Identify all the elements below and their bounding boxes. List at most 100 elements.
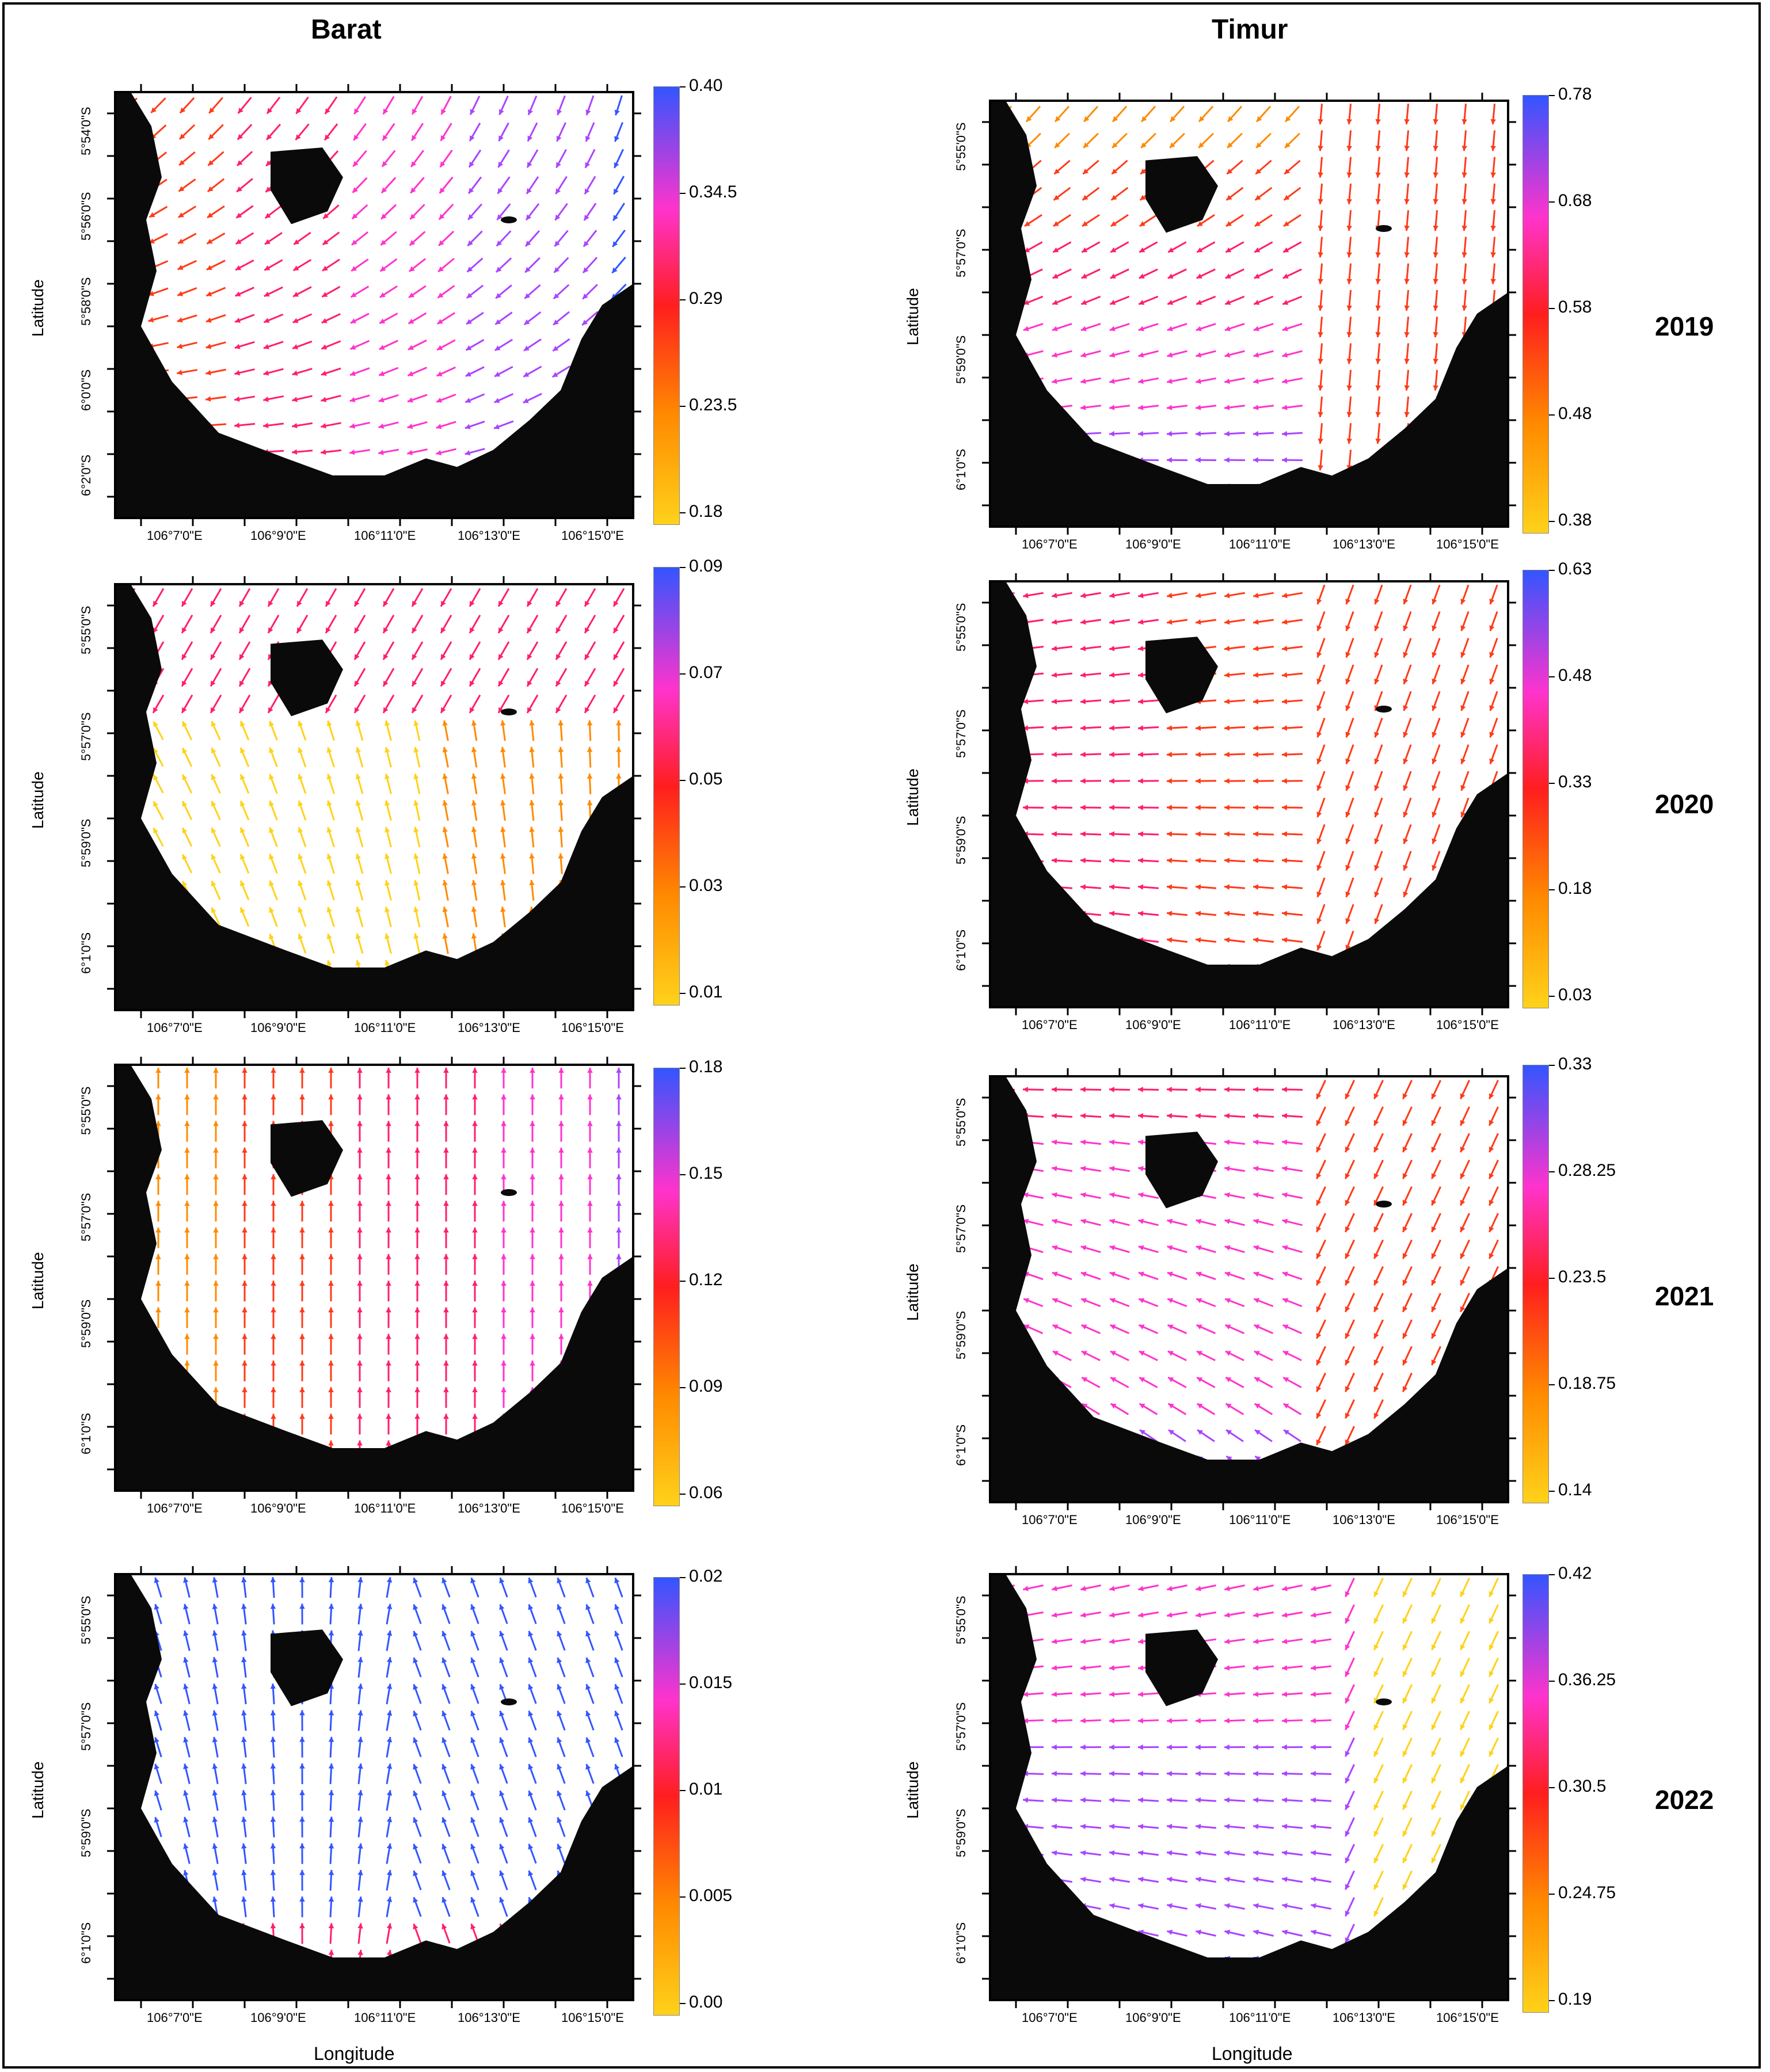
current-vector-arrow <box>1196 241 1216 253</box>
current-vector-arrow <box>465 339 485 351</box>
current-vector-arrow <box>183 1577 191 1598</box>
current-vector-arrow <box>270 1603 276 1625</box>
current-vector-arrow <box>1345 1346 1355 1366</box>
current-vector-arrow <box>271 1068 276 1089</box>
current-vector-arrow <box>1167 1245 1187 1254</box>
current-vector-arrow <box>1345 611 1354 631</box>
lat-tick-label: 5°57'0"S <box>954 1204 968 1253</box>
colorbar-tick <box>1549 1278 1555 1279</box>
current-vector-arrow <box>386 1896 393 1918</box>
current-vector-arrow <box>1025 105 1041 123</box>
current-vector-arrow <box>530 1227 535 1248</box>
current-vector-arrow <box>470 1631 479 1651</box>
current-vector-arrow <box>1166 752 1188 757</box>
current-vector-arrow <box>299 1869 305 1891</box>
current-vector-arrow <box>385 933 392 954</box>
current-vector-arrow <box>470 1896 479 1917</box>
colorbar-tick <box>680 2003 686 2004</box>
current-vector-arrow <box>357 1577 363 1598</box>
current-vector-arrow <box>210 641 222 660</box>
current-vector-arrow <box>583 203 597 221</box>
current-vector-arrow <box>1432 717 1441 738</box>
current-vector-arrow <box>1195 778 1217 784</box>
current-vector-arrow <box>1253 619 1274 625</box>
y-axis-label: Latitude <box>29 771 47 829</box>
colorbar-value: 0.36.25 <box>1558 1670 1616 1689</box>
current-vector-arrow <box>1166 858 1188 863</box>
current-vector-arrow <box>1431 1106 1441 1126</box>
colorbar-tick <box>1549 1384 1555 1385</box>
current-vector-arrow <box>242 1068 248 1089</box>
map-panel-timur-2019: Latitude 5°55'0"S 5°57'0"S 5°59'0"S 6°1'0"S 1… <box>898 92 1516 551</box>
current-vector-arrow <box>1373 1578 1384 1598</box>
current-vector-arrow <box>242 1360 248 1381</box>
lon-tick-label: 106°13'0"E <box>1333 537 1395 551</box>
current-vector-arrow <box>1137 592 1159 599</box>
colorbar-value: 0.18 <box>1558 879 1592 898</box>
current-vector-arrow <box>587 1121 593 1142</box>
colorbar-gradient <box>653 86 680 525</box>
current-vector-arrow <box>1402 1372 1413 1392</box>
current-vector-arrow <box>378 394 399 403</box>
current-vector-arrow <box>1345 717 1354 738</box>
current-vector-arrow <box>1080 1611 1101 1618</box>
current-vector-arrow <box>584 668 596 687</box>
current-vector-arrow <box>1375 423 1381 444</box>
current-vector-arrow <box>1224 295 1245 305</box>
current-vector-arrow <box>1402 1764 1413 1784</box>
current-vector-arrow <box>443 1414 449 1435</box>
current-vector-arrow <box>183 1603 191 1625</box>
lat-tick-label: 6°1'0"S <box>954 1424 968 1466</box>
current-vector-arrow <box>1195 1850 1217 1856</box>
current-vector-arrow <box>328 1307 334 1328</box>
current-vector-arrow <box>1080 1245 1101 1254</box>
current-vector-arrow <box>1112 105 1128 123</box>
current-vector-arrow <box>1489 1239 1499 1259</box>
current-vector-arrow <box>1375 317 1381 338</box>
current-vector-arrow <box>385 907 392 927</box>
current-vector-arrow <box>238 668 251 687</box>
current-vector-arrow <box>1431 1578 1441 1598</box>
current-vector-arrow <box>414 1254 420 1275</box>
current-vector-arrow <box>1402 1791 1413 1811</box>
current-vector-arrow <box>616 1094 622 1115</box>
current-vector-arrow <box>154 1790 162 1811</box>
current-vector-arrow <box>529 826 535 848</box>
current-vector-arrow <box>1374 744 1383 765</box>
small-island <box>501 709 517 715</box>
current-vector-arrow <box>386 1414 391 1435</box>
current-vector-arrow <box>443 1281 449 1302</box>
current-map-timur-2021 <box>982 1068 1516 1510</box>
current-vector-arrow <box>241 1603 247 1625</box>
current-vector-arrow <box>1253 1823 1274 1830</box>
current-vector-arrow <box>1489 1213 1499 1233</box>
current-vector-arrow <box>472 1281 478 1302</box>
current-vector-arrow <box>1346 104 1352 125</box>
current-vector-arrow <box>1196 1929 1216 1937</box>
current-vector-arrow <box>1224 1324 1245 1334</box>
current-vector-arrow <box>326 720 335 741</box>
current-vector-arrow <box>324 96 338 115</box>
current-vector-arrow <box>1137 831 1159 837</box>
current-vector-arrow <box>1225 1350 1244 1361</box>
current-vector-arrow <box>437 285 455 299</box>
current-vector-arrow <box>328 1360 334 1381</box>
current-vector-arrow <box>1166 725 1188 731</box>
current-vector-arrow <box>1224 1585 1245 1591</box>
current-vector-arrow <box>1316 904 1326 924</box>
current-vector-arrow <box>1254 1403 1273 1415</box>
current-vector-arrow <box>1311 1585 1331 1591</box>
colorbar-tick <box>1549 201 1555 203</box>
current-vector-arrow <box>326 880 335 901</box>
current-vector-arrow <box>270 1763 276 1784</box>
current-vector-arrow <box>1109 645 1130 652</box>
current-vector-arrow <box>1316 1239 1326 1259</box>
current-vector-arrow <box>1109 831 1130 837</box>
current-vector-arrow <box>184 1201 190 1222</box>
current-vector-arrow <box>1375 343 1381 364</box>
current-vector-arrow <box>1109 1823 1130 1830</box>
current-vector-arrow <box>271 1094 276 1115</box>
current-vector-arrow <box>1373 1239 1384 1259</box>
colorbar-value: 0.18.75 <box>1558 1374 1616 1393</box>
current-vector-arrow <box>1282 1192 1303 1199</box>
